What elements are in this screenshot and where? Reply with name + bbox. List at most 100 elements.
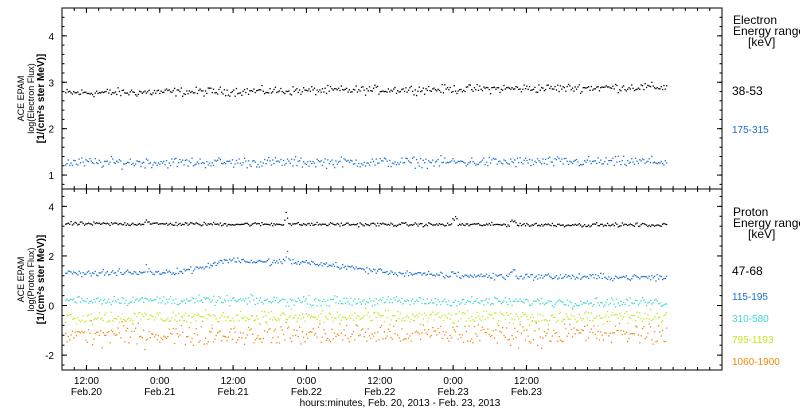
- data-point: [598, 161, 601, 164]
- data-point: [276, 223, 278, 225]
- data-point: [101, 303, 103, 305]
- data-point: [585, 302, 587, 304]
- data-point: [268, 92, 270, 94]
- data-point: [461, 223, 463, 225]
- data-point: [319, 320, 321, 322]
- data-point: [410, 300, 412, 302]
- data-point: [225, 223, 227, 225]
- data-point: [93, 273, 95, 275]
- data-point: [430, 223, 432, 225]
- data-point: [222, 312, 224, 314]
- data-point: [410, 224, 412, 226]
- data-point: [324, 87, 326, 89]
- data-point: [601, 302, 603, 304]
- data-point: [606, 278, 609, 280]
- data-point: [241, 300, 243, 302]
- data-point: [87, 302, 90, 304]
- data-point: [195, 266, 197, 268]
- data-point: [296, 88, 298, 90]
- data-point: [437, 158, 439, 161]
- data-point: [596, 297, 598, 299]
- data-point: [332, 223, 334, 225]
- data-point: [317, 160, 320, 162]
- data-point: [596, 162, 598, 165]
- data-point: [90, 320, 92, 322]
- data-point: [503, 277, 505, 279]
- data-point: [226, 89, 228, 91]
- data-point: [664, 160, 666, 162]
- data-point: [346, 324, 348, 327]
- data-point: [613, 332, 615, 334]
- data-point: [569, 225, 571, 227]
- data-point: [159, 312, 161, 314]
- data-point: [358, 315, 360, 317]
- data-point: [507, 275, 509, 278]
- data-point: [307, 90, 309, 92]
- data-point: [78, 295, 80, 298]
- data-point: [432, 224, 434, 226]
- data-point: [288, 305, 290, 307]
- data-point: [555, 302, 558, 304]
- data-point: [480, 273, 482, 275]
- data-point: [120, 337, 122, 339]
- data-point: [508, 87, 510, 89]
- data-point: [386, 335, 388, 337]
- data-point: [272, 261, 274, 264]
- data-point: [198, 163, 200, 165]
- data-point: [444, 157, 446, 159]
- data-point: [192, 223, 195, 225]
- data-point: [526, 159, 528, 162]
- data-point: [492, 157, 494, 159]
- data-point: [532, 339, 535, 341]
- data-point: [343, 266, 345, 269]
- data-point: [124, 222, 126, 224]
- data-point: [456, 325, 458, 328]
- data-point: [612, 157, 614, 159]
- data-point: [584, 87, 586, 89]
- data-point: [301, 166, 303, 168]
- data-point: [164, 320, 166, 322]
- data-point: [655, 298, 657, 300]
- data-point: [499, 224, 501, 226]
- data-point: [347, 91, 349, 93]
- data-point: [647, 302, 649, 304]
- data-point: [649, 326, 652, 328]
- data-point: [118, 302, 121, 304]
- data-point: [434, 161, 437, 163]
- data-point: [222, 93, 224, 95]
- data-point: [489, 314, 492, 316]
- data-point: [658, 88, 660, 90]
- data-point: [325, 317, 328, 319]
- data-point: [321, 265, 324, 267]
- data-point: [339, 89, 341, 92]
- data-point: [449, 161, 451, 163]
- data-point: [156, 312, 158, 314]
- data-point: [526, 315, 528, 318]
- data-point: [472, 276, 474, 278]
- x-tick-date: Feb.23: [511, 387, 543, 398]
- data-point: [370, 90, 372, 92]
- data-point: [276, 320, 278, 322]
- data-point: [516, 315, 519, 317]
- data-point: [141, 297, 143, 299]
- data-point: [523, 329, 525, 332]
- data-point: [602, 323, 605, 325]
- data-point: [299, 314, 301, 316]
- data-point: [333, 88, 336, 90]
- data-point: [253, 160, 255, 162]
- data-point: [402, 88, 404, 90]
- data-point: [617, 277, 619, 280]
- data-point: [573, 305, 575, 307]
- data-point: [230, 328, 232, 330]
- data-point: [546, 332, 548, 334]
- data-point: [382, 338, 384, 340]
- data-point: [416, 94, 418, 97]
- data-point: [125, 330, 127, 332]
- data-point: [614, 83, 617, 86]
- data-point: [312, 89, 314, 91]
- data-point: [90, 160, 92, 162]
- data-point: [352, 330, 355, 333]
- data-point: [386, 160, 388, 162]
- data-point: [254, 91, 256, 94]
- data-point: [580, 278, 582, 280]
